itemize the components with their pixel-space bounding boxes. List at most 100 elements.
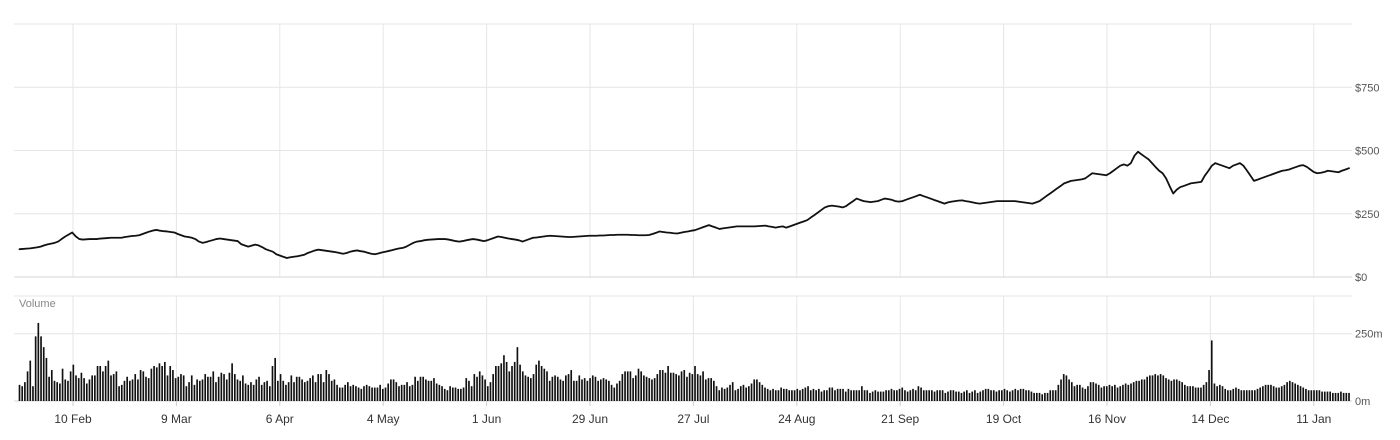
volume-bar bbox=[1057, 384, 1060, 401]
volume-bar bbox=[551, 376, 554, 401]
volume-bar bbox=[282, 380, 285, 401]
volume-bar bbox=[567, 374, 570, 401]
volume-bar bbox=[287, 382, 290, 401]
volume-bar bbox=[920, 387, 922, 401]
volume-bar bbox=[198, 380, 201, 401]
volume-bar bbox=[863, 390, 866, 401]
volume-bar bbox=[285, 384, 287, 401]
volume-bar bbox=[40, 336, 42, 401]
volume-bar bbox=[1081, 387, 1084, 401]
volume-bar bbox=[699, 375, 702, 401]
volume-bar bbox=[48, 376, 50, 401]
volume-bar bbox=[651, 379, 653, 401]
volume-bar bbox=[1162, 375, 1165, 401]
volume-bar bbox=[573, 380, 575, 401]
volume-bar bbox=[1302, 387, 1305, 401]
volume-bar bbox=[215, 382, 217, 401]
volume-bar bbox=[398, 386, 400, 401]
volume-bar bbox=[1334, 392, 1337, 401]
volume-bar bbox=[1111, 386, 1113, 401]
volume-bar bbox=[293, 382, 295, 401]
volume-bar bbox=[45, 357, 48, 401]
volume-bar bbox=[1272, 386, 1275, 401]
volume-bar bbox=[317, 374, 320, 401]
volume-bar bbox=[188, 382, 190, 401]
volume-bar bbox=[1017, 390, 1019, 401]
volume-bar bbox=[613, 387, 616, 401]
volume-bar bbox=[761, 384, 764, 401]
volume-bar bbox=[667, 366, 669, 401]
volume-bar bbox=[1025, 390, 1027, 401]
volume-bar bbox=[137, 379, 139, 401]
volume-bar bbox=[376, 387, 379, 401]
volume-bar bbox=[96, 366, 99, 401]
volume-bar bbox=[1283, 384, 1286, 401]
volume-bar bbox=[791, 390, 793, 401]
volume-bar bbox=[688, 372, 691, 401]
volume-bar bbox=[785, 388, 788, 401]
volume-bar bbox=[497, 366, 500, 401]
volume-bar bbox=[713, 380, 715, 401]
volume-bar bbox=[1135, 380, 1138, 401]
volume-bar bbox=[648, 378, 651, 401]
volume-bar bbox=[858, 390, 861, 401]
x-tick-label: 16 Nov bbox=[1088, 412, 1126, 426]
volume-bar bbox=[1232, 388, 1235, 401]
volume-bar bbox=[723, 388, 726, 401]
volume-bar bbox=[384, 387, 387, 401]
volume-bar bbox=[77, 378, 80, 401]
volume-bar bbox=[1009, 391, 1011, 401]
x-tick-label: 14 Dec bbox=[1191, 412, 1229, 426]
volume-bar bbox=[804, 387, 807, 401]
volume-bar bbox=[1315, 390, 1318, 401]
volume-bar bbox=[678, 375, 680, 401]
volume-bar bbox=[150, 368, 153, 401]
volume-bar bbox=[42, 347, 45, 401]
volume-bar bbox=[301, 379, 303, 401]
volume-bar bbox=[357, 387, 360, 401]
volume-bar bbox=[554, 375, 556, 401]
volume-bar bbox=[220, 372, 223, 401]
volume-bar bbox=[1076, 384, 1079, 401]
volume-bar bbox=[1326, 391, 1329, 401]
volume-bar bbox=[516, 347, 519, 401]
volume-bar bbox=[207, 376, 209, 401]
volume-bar bbox=[1027, 390, 1030, 401]
volume-bar bbox=[53, 380, 56, 401]
volume-bar bbox=[850, 390, 852, 401]
volume-bar bbox=[1240, 390, 1243, 401]
volume-bar bbox=[1087, 386, 1089, 401]
volume-bar bbox=[1345, 392, 1348, 401]
volume-bar bbox=[255, 379, 258, 401]
volume-bar bbox=[129, 380, 131, 401]
x-tick-label: 4 May bbox=[367, 412, 400, 426]
volume-bar bbox=[1060, 379, 1062, 401]
volume-bar bbox=[1329, 391, 1331, 401]
volume-bar bbox=[1105, 386, 1108, 401]
volume-panel-title: Volume bbox=[19, 298, 56, 310]
volume-bar bbox=[102, 371, 104, 401]
volume-bar bbox=[995, 391, 998, 401]
volume-bar bbox=[244, 383, 247, 401]
volume-bar bbox=[435, 383, 438, 401]
volume-bar bbox=[1003, 388, 1006, 401]
volume-bar bbox=[1065, 375, 1068, 401]
volume-bar bbox=[416, 380, 419, 401]
price-y-tick-label: $750 bbox=[1355, 82, 1379, 94]
volume-bar bbox=[212, 371, 215, 401]
volume-bar bbox=[914, 390, 917, 401]
volume-bar bbox=[320, 374, 322, 401]
volume-bar bbox=[1019, 388, 1022, 401]
volume-bar bbox=[982, 390, 984, 401]
volume-bar bbox=[123, 380, 126, 401]
volume-bar bbox=[1068, 379, 1070, 401]
volume-bar bbox=[562, 380, 564, 401]
volume-bar bbox=[1297, 384, 1299, 401]
volume-bar bbox=[653, 378, 656, 401]
volume-bar bbox=[29, 360, 32, 401]
volume-bar bbox=[1167, 379, 1170, 401]
volume-bar bbox=[365, 384, 368, 401]
volume-bar bbox=[896, 390, 898, 401]
